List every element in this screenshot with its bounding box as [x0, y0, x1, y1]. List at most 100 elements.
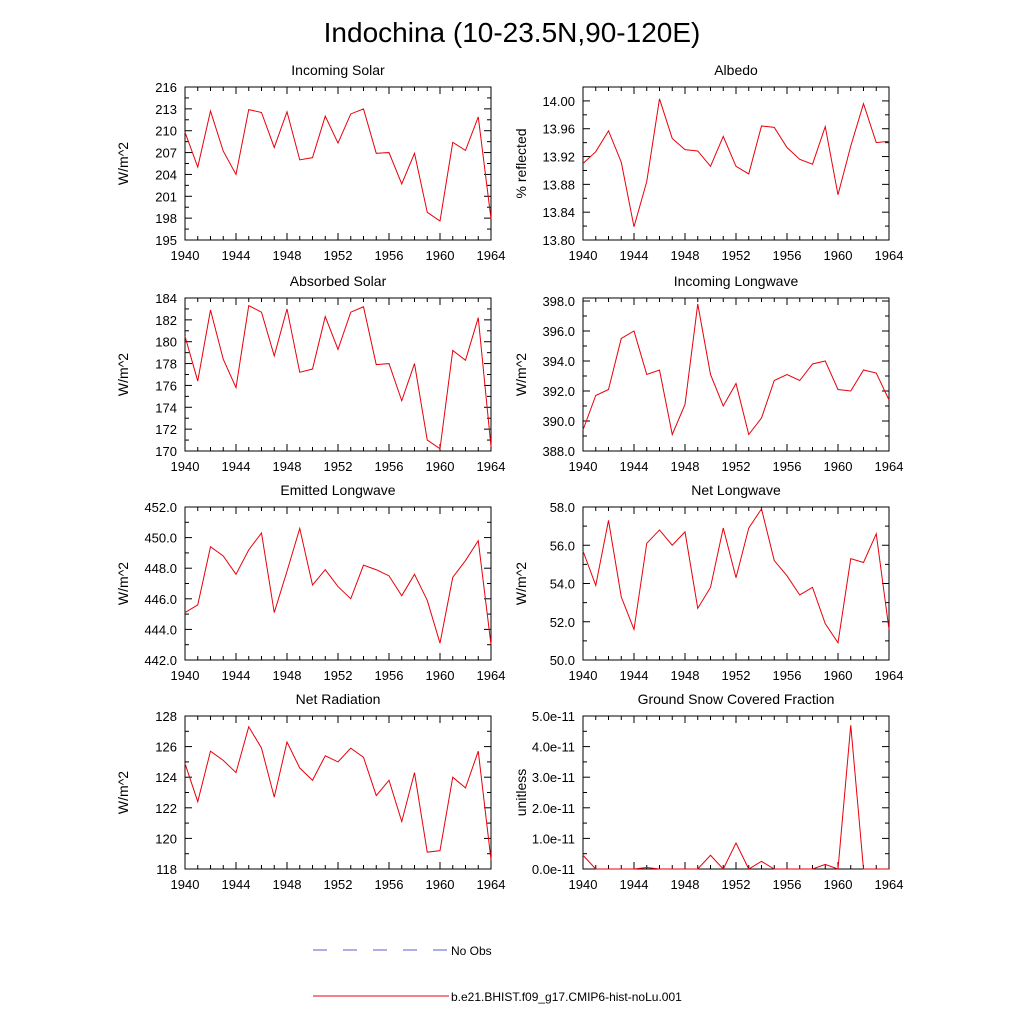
- y-tick-label: 184: [155, 291, 177, 306]
- plot-frame: [184, 297, 492, 452]
- x-tick-label: 1960: [824, 459, 853, 474]
- legend-label: No Obs: [451, 944, 492, 958]
- y-tick-label: 201: [155, 189, 177, 204]
- y-tick-label: 450.0: [144, 531, 177, 546]
- x-tick-label: 1948: [671, 459, 700, 474]
- y-tick-label: 5.0e-11: [532, 709, 575, 724]
- y-tick-label: 50.0: [550, 653, 575, 668]
- panel-title: Ground Snow Covered Fraction: [638, 691, 835, 707]
- x-tick-label: 1956: [375, 459, 404, 474]
- y-tick-label: 4.0e-11: [532, 740, 575, 755]
- x-tick-label: 1944: [620, 668, 649, 683]
- panel-incoming-longwave: Incoming Longwave W/m^2 1940 1944 1948 1952 19…: [513, 273, 903, 474]
- y-tick-label: 122: [155, 801, 177, 816]
- y-tick-label: 52.0: [550, 615, 575, 630]
- y-tick-label: 120: [155, 831, 177, 846]
- panel-title: Net Longwave: [691, 482, 781, 498]
- x-tick-label: 1944: [222, 877, 251, 892]
- y-tick-label: 398.0: [542, 294, 575, 309]
- panel-ground-snow-covered-fraction: Ground Snow Covered Fraction unitless 1940…: [513, 691, 903, 892]
- x-tick-label: 1956: [375, 668, 404, 683]
- x-tick-label: 1948: [273, 877, 302, 892]
- y-axis-label: W/m^2: [115, 562, 131, 605]
- x-tick-label: 1948: [273, 459, 302, 474]
- y-tick-label: 13.88: [542, 177, 575, 192]
- legend-label: b.e21.BHIST.f09_g17.CMIP6-hist-noLu.001: [451, 990, 682, 1004]
- panel-net-longwave: Net Longwave W/m^2 1940 1944 1948 1952 1956 196…: [513, 482, 903, 683]
- x-tick-label: 1940: [171, 877, 200, 892]
- y-tick-label: 396.0: [542, 324, 575, 339]
- y-tick-label: 13.92: [542, 150, 575, 165]
- series-line-net-radiation: [184, 725, 492, 860]
- x-tick-label: 1964: [477, 459, 506, 474]
- x-tick-label: 1960: [824, 248, 853, 263]
- plot-frame: [184, 86, 492, 241]
- series-line-albedo: [582, 98, 890, 227]
- x-tick-label: 1956: [773, 248, 802, 263]
- y-tick-label: 210: [155, 124, 177, 139]
- y-axis-label: W/m^2: [513, 562, 529, 605]
- x-tick-label: 1940: [569, 459, 598, 474]
- x-tick-label: 1960: [426, 459, 455, 474]
- x-tick-label: 1964: [875, 459, 904, 474]
- x-tick-label: 1952: [324, 248, 353, 263]
- x-tick-label: 1948: [671, 248, 700, 263]
- panel-title: Absorbed Solar: [290, 273, 387, 289]
- x-tick-label: 1960: [426, 248, 455, 263]
- y-tick-label: 1.0e-11: [532, 831, 575, 846]
- x-tick-label: 1944: [620, 877, 649, 892]
- series-line-absorbed-solar: [184, 304, 492, 450]
- x-tick-label: 1948: [671, 668, 700, 683]
- x-tick-label: 1944: [620, 459, 649, 474]
- x-tick-label: 1956: [375, 248, 404, 263]
- y-tick-label: 172: [155, 422, 177, 437]
- panel-absorbed-solar: Absorbed Solar W/m^2 1940 1944 1948 1952 1956 1…: [115, 273, 505, 474]
- x-tick-label: 1944: [222, 459, 251, 474]
- x-tick-label: 1952: [324, 877, 353, 892]
- x-tick-label: 1944: [222, 668, 251, 683]
- y-tick-label: 128: [155, 709, 177, 724]
- panel-emitted-longwave: Emitted Longwave W/m^2 1940 1944 1948 1952 195…: [115, 482, 505, 683]
- panel-net-radiation: Net Radiation W/m^2 1940 1944 1948 1952 1956 19…: [115, 691, 505, 892]
- y-axis-label: W/m^2: [115, 353, 131, 396]
- y-tick-label: 126: [155, 740, 177, 755]
- y-tick-label: 3.0e-11: [532, 770, 575, 785]
- x-tick-label: 1956: [773, 668, 802, 683]
- x-tick-label: 1960: [824, 668, 853, 683]
- series-line-incoming-solar: [184, 108, 492, 222]
- plot-frame: [582, 297, 890, 452]
- panel-title: Emitted Longwave: [280, 482, 395, 498]
- y-axis-label: W/m^2: [513, 353, 529, 396]
- x-tick-label: 1964: [477, 248, 506, 263]
- x-tick-label: 1948: [273, 248, 302, 263]
- y-tick-label: 213: [155, 102, 177, 117]
- y-tick-label: 394.0: [542, 354, 575, 369]
- y-axis-label: unitless: [513, 769, 529, 816]
- plot-frame: [582, 86, 890, 241]
- series-line-incoming-longwave: [582, 303, 890, 437]
- x-tick-label: 1952: [722, 668, 751, 683]
- x-tick-label: 1948: [671, 877, 700, 892]
- y-tick-label: 388.0: [542, 444, 575, 459]
- y-tick-label: 2.0e-11: [532, 801, 575, 816]
- x-tick-label: 1956: [375, 877, 404, 892]
- x-tick-label: 1960: [824, 877, 853, 892]
- plot-frame: [184, 506, 492, 661]
- panel-albedo: Albedo % reflected 1940 1944 1948 1952 1956 196…: [513, 62, 903, 263]
- panel-title: Albedo: [714, 62, 758, 78]
- x-tick-label: 1940: [171, 668, 200, 683]
- x-tick-label: 1956: [773, 459, 802, 474]
- y-tick-label: 124: [155, 770, 177, 785]
- y-tick-label: 14.00: [542, 94, 575, 109]
- y-tick-label: 182: [155, 313, 177, 328]
- x-tick-label: 1952: [324, 459, 353, 474]
- y-axis-label: W/m^2: [115, 142, 131, 185]
- series-line-net-longwave: [582, 507, 890, 645]
- y-tick-label: 195: [155, 233, 177, 248]
- x-tick-label: 1960: [426, 668, 455, 683]
- x-tick-label: 1956: [773, 877, 802, 892]
- y-axis-label: % reflected: [513, 128, 529, 198]
- x-tick-label: 1964: [875, 248, 904, 263]
- plot-frame: [582, 506, 890, 661]
